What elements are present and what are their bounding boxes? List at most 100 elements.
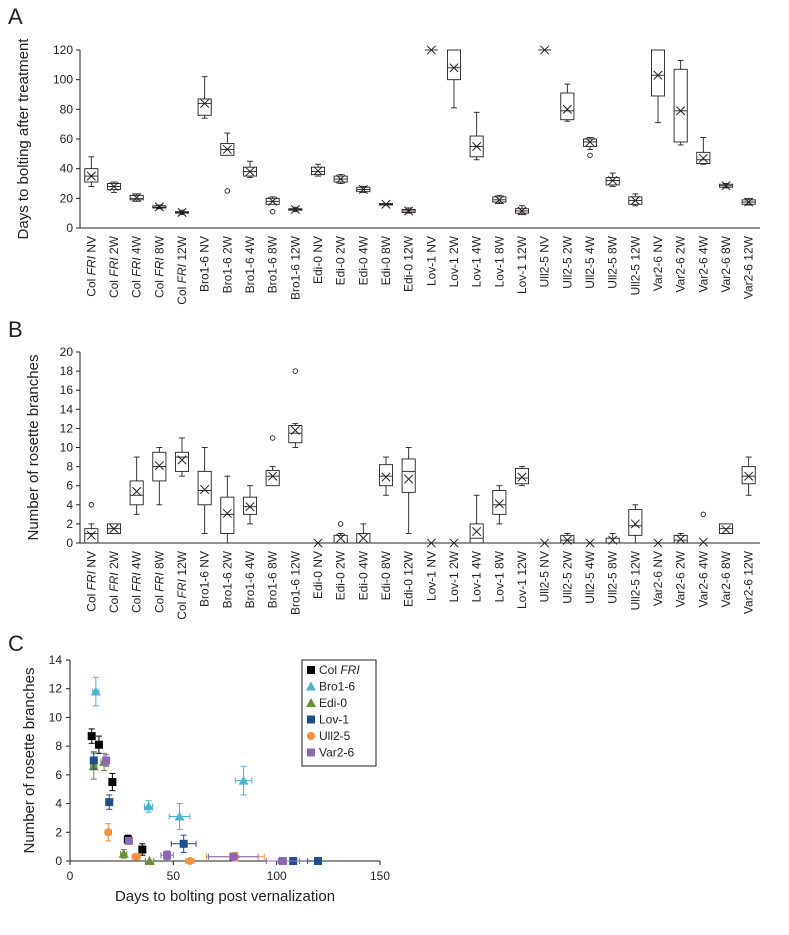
box-mean-marker [744,471,754,481]
box-mean-marker [268,471,278,481]
category-genotype: Ull2-5 [560,572,574,604]
category-treatment: 12W [742,550,756,579]
x-category-label: Col FRI 12W [175,550,189,619]
panel-letter-b: B [8,317,23,342]
box-mean-marker [222,144,232,154]
category-treatment: 12W [742,235,756,264]
data-point [138,845,147,854]
box-mean-marker [426,45,436,55]
category-genotype: Ull2-5 [560,257,574,289]
legend-item: Bro1-6 [306,680,355,694]
box-iqr [605,177,620,186]
category-italic-gene: FRI [84,255,98,275]
category-treatment: 8W [152,235,166,257]
box-mean-marker [313,538,323,548]
box-outlier [587,152,593,159]
box-mean-marker [562,535,572,545]
box-14 [378,199,394,209]
category-genotype: Bro1-6 [198,571,212,607]
data-point [314,857,322,865]
category-treatment: 2W [107,550,121,572]
x-category-label: Col FRI 8W [152,235,166,298]
category-treatment: 4W [696,235,710,257]
box-mean-marker [653,70,663,80]
category-genotype: Edi-0 [356,572,370,600]
category-treatment: NV [311,551,325,571]
data-point [104,828,113,837]
box-mean-marker [154,461,164,471]
box-mean-marker [154,202,164,212]
y-tick-label: 20 [60,345,74,359]
box-29 [718,523,734,535]
box-12 [333,521,348,544]
data-point [179,839,188,848]
category-treatment: 8W [266,550,280,572]
box-mean-marker [472,141,482,151]
panel-c-scatter-plot: 0 2 4 6 8 10 12 14 0 50 100 150 Days to bolting post… [21,653,390,905]
data-point [174,811,185,821]
category-treatment: 4W [696,550,710,572]
box-mean-marker [177,455,187,465]
y-tick-label: 2 [66,517,73,531]
y-tick-label: 0 [55,854,62,868]
category-treatment: NV [651,551,665,571]
box-19 [492,194,507,205]
box-mean-marker [109,181,119,192]
box-iqr [197,470,212,506]
box-24 [605,533,620,545]
category-italic-gene: FRI [175,263,189,283]
x-category-label: Var2-6 2W [674,235,688,292]
y-tick-label: 120 [53,43,73,57]
category-treatment: 12W [175,235,189,264]
category-treatment: 12W [288,235,302,264]
box-mean-marker [177,207,187,217]
x-category-label: Var2-6 2W [674,550,688,607]
box-23 [582,137,598,159]
x-category-label: Var2-6 NV [651,236,665,291]
category-genotype: Col [107,277,121,298]
box-20 [514,205,530,216]
x-category-label: Edi-0 12W [402,235,416,292]
box-27 [673,59,688,146]
category-genotype: Edi-0 [311,256,325,284]
category-treatment: 2W [447,550,461,572]
x-category-label: Col FRI NV [84,236,98,297]
legend-series-name: Bro1-6 [319,680,355,694]
box-iqr [333,534,348,544]
x-category-label: Lov-1 8W [492,235,506,287]
box-11 [310,163,326,177]
x-category-label: Bro1-6 4W [243,235,257,293]
box-27 [673,533,688,544]
box-17 [447,538,461,548]
box-28 [696,511,710,547]
category-treatment: 12W [402,235,416,264]
category-treatment: 8W [492,550,506,572]
x-category-label: Edi-0 8W [379,550,393,600]
box-outlier [337,521,344,527]
category-genotype: Edi-0 [334,572,348,600]
data-point [132,852,141,861]
box-mean-marker [562,104,572,114]
x-category-label: Var2-6 4W [696,550,710,607]
legend-series-name: Var2-6 [319,746,354,760]
category-genotype: Ull2-5 [583,572,597,604]
x-category-label: Var2-6 4W [696,235,710,292]
box-iqr [650,49,666,97]
box-mean-marker [200,98,210,108]
x-category-label: Bro1-6 8W [266,550,280,608]
box-2 [106,523,122,534]
x-category-label: Edi-0 4W [356,235,370,285]
category-treatment: NV [198,551,212,571]
box-mean-marker [517,206,527,216]
category-treatment: 8W [152,550,166,572]
box-iqr [265,469,280,487]
category-genotype: Edi-0 [379,257,393,285]
box-3 [129,456,144,515]
box-mean-marker [109,524,119,534]
box-1 [84,502,99,544]
category-italic-gene: FRI [152,257,166,277]
x-category-label: Col FRI 12W [175,235,189,304]
x-category-label: Ull2-5 4W [583,550,597,603]
box-mean-marker [268,196,278,206]
category-italic-gene: FRI [130,572,144,592]
